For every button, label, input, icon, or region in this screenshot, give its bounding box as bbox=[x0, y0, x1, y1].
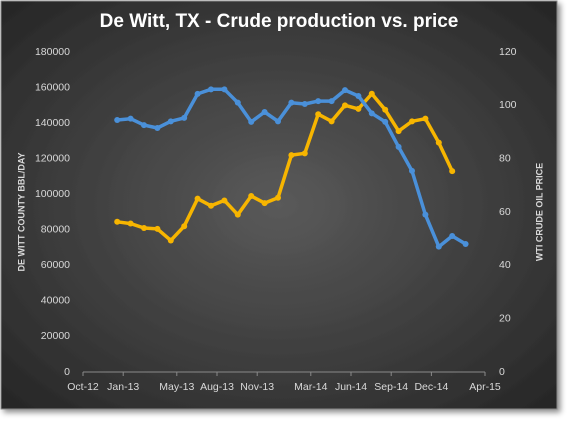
x-tick-label: May-13 bbox=[159, 381, 194, 393]
series-point bbox=[141, 122, 147, 129]
series-point bbox=[181, 114, 188, 121]
series-point bbox=[395, 128, 402, 135]
series-point bbox=[368, 110, 375, 117]
x-tick-label: Aug-13 bbox=[200, 381, 234, 393]
series-point bbox=[275, 118, 281, 125]
chart-panel bbox=[0, 0, 558, 410]
series-point bbox=[221, 197, 228, 204]
series-point bbox=[167, 118, 174, 125]
series-point bbox=[114, 117, 121, 123]
y-tick-label: 80000 bbox=[41, 224, 70, 236]
series-point bbox=[208, 86, 214, 93]
series-point bbox=[288, 152, 295, 159]
y-tick-label: 140000 bbox=[35, 117, 70, 129]
series-point bbox=[382, 106, 389, 113]
series-point bbox=[194, 195, 201, 202]
series-point bbox=[342, 87, 348, 94]
x-tick-label: Oct-12 bbox=[67, 381, 99, 393]
series-point bbox=[234, 211, 241, 218]
series-point bbox=[368, 90, 375, 97]
series-point bbox=[288, 99, 295, 106]
series-point bbox=[261, 200, 268, 207]
x-tick-label: Jun-14 bbox=[335, 381, 367, 393]
series-point bbox=[449, 168, 456, 175]
y-tick-label: 100000 bbox=[35, 188, 70, 200]
series-point bbox=[462, 241, 469, 247]
y-tick-label: 20000 bbox=[41, 330, 70, 342]
series-point bbox=[342, 102, 348, 109]
x-tick-label: Apr-15 bbox=[469, 381, 501, 393]
series-line bbox=[116, 92, 454, 243]
series-point bbox=[194, 90, 201, 97]
series-point bbox=[167, 237, 174, 244]
series-point bbox=[315, 111, 322, 118]
series-point bbox=[114, 218, 121, 225]
y2-tick-label: 40 bbox=[499, 259, 511, 271]
series-point bbox=[435, 139, 442, 146]
series-point bbox=[261, 109, 268, 115]
series-point bbox=[328, 98, 335, 105]
y2-tick-label: 120 bbox=[499, 46, 517, 58]
series-point bbox=[355, 105, 362, 112]
series-point bbox=[154, 225, 161, 232]
series-point bbox=[315, 98, 322, 105]
y2-tick-label: 80 bbox=[499, 152, 511, 164]
series-point bbox=[248, 118, 255, 125]
y-axis-title: DE WITT COUNTY BBL/DAY bbox=[16, 152, 26, 271]
y2-tick-label: 60 bbox=[499, 206, 511, 218]
series-point bbox=[382, 118, 389, 125]
y2-tick-label: 20 bbox=[499, 312, 511, 324]
series-point bbox=[248, 193, 255, 199]
x-tick-label: Mar-14 bbox=[294, 381, 327, 393]
y2-tick-label: 100 bbox=[499, 99, 517, 111]
series-point bbox=[154, 125, 161, 131]
series-point bbox=[275, 194, 281, 201]
y-tick-label: 160000 bbox=[35, 81, 70, 93]
series-point bbox=[328, 118, 335, 125]
series-point bbox=[409, 118, 415, 125]
series-point bbox=[301, 150, 308, 157]
series-point bbox=[127, 220, 134, 227]
series-point bbox=[435, 243, 442, 250]
y2-axis-title: WTI CRUDE OIL PRICE bbox=[534, 163, 544, 261]
y-tick-label: 180000 bbox=[35, 46, 70, 58]
series-point bbox=[422, 211, 429, 218]
series-point bbox=[181, 223, 188, 230]
series-point bbox=[395, 143, 402, 150]
series-point bbox=[449, 233, 456, 239]
series-point bbox=[422, 115, 429, 122]
series-point bbox=[301, 101, 308, 107]
series-point bbox=[409, 167, 415, 174]
series-point bbox=[141, 225, 147, 231]
y2-tick-label: 0 bbox=[499, 366, 505, 378]
y-tick-label: 120000 bbox=[35, 152, 70, 164]
y-tick-label: 0 bbox=[64, 366, 70, 378]
series-point bbox=[208, 202, 214, 209]
series-point bbox=[221, 86, 228, 93]
x-tick-label: Dec-14 bbox=[414, 381, 448, 393]
series-point bbox=[127, 115, 134, 122]
y-tick-label: 60000 bbox=[41, 259, 70, 271]
y-tick-label: 40000 bbox=[41, 295, 70, 307]
series-point bbox=[355, 93, 362, 99]
x-tick-label: Jan-13 bbox=[107, 381, 139, 393]
series-point bbox=[234, 99, 241, 106]
chart-title: De Witt, TX - Crude production vs. price bbox=[100, 11, 459, 32]
x-tick-label: Sep-14 bbox=[374, 381, 408, 393]
x-tick-label: Nov-13 bbox=[240, 381, 274, 393]
